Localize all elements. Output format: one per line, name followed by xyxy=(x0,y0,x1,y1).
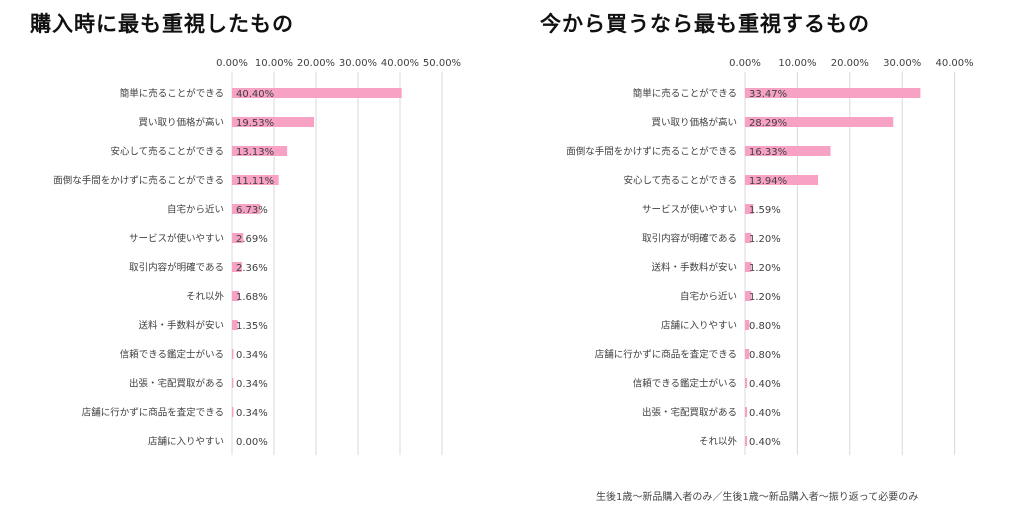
left-category-label: 簡単に売ることができる xyxy=(120,88,224,100)
chart-title-right: 今から買うなら最も重視するもの xyxy=(540,12,870,36)
right-category-label: 自宅から近い xyxy=(680,291,737,303)
left-bar xyxy=(232,291,240,301)
chart-title-left: 購入時に最も重視したもの xyxy=(30,12,294,36)
left-data-label: 6.73% xyxy=(236,205,268,216)
right-data-label: 0.40% xyxy=(749,408,781,419)
right-category-label: 面倒な手間をかけずに売ることができる xyxy=(566,146,737,158)
right-data-label: 33.47% xyxy=(749,89,787,100)
left-bar xyxy=(232,204,261,214)
left-bar xyxy=(232,320,238,330)
right-data-label: 0.80% xyxy=(749,350,781,361)
left-bar xyxy=(232,233,244,243)
left-data-label: 1.68% xyxy=(236,292,268,303)
left-tick-label: 20.00% xyxy=(297,58,335,69)
right-category-label: 買い取り価格が高い xyxy=(651,117,737,129)
left-category-label: 信頼できる鑑定士がいる xyxy=(120,349,224,361)
left-data-label: 2.69% xyxy=(236,234,268,245)
right-bar xyxy=(745,349,750,359)
left-bar xyxy=(232,378,234,388)
right-data-label: 28.29% xyxy=(749,118,787,129)
right-tick-label: 30.00% xyxy=(883,58,921,69)
left-bar xyxy=(232,117,315,127)
right-data-label: 1.20% xyxy=(749,234,781,245)
right-bar xyxy=(745,204,754,214)
right-category-label: 取引内容が明確である xyxy=(642,233,737,245)
left-bar xyxy=(232,88,402,98)
right-tick-label: 20.00% xyxy=(831,58,869,69)
right-category-label: それ以外 xyxy=(699,436,738,448)
right-category-label: 安心して売ることができる xyxy=(623,175,737,187)
left-data-label: 19.53% xyxy=(236,118,274,129)
left-data-label: 2.36% xyxy=(236,263,268,274)
left-data-label: 11.11% xyxy=(236,176,274,187)
left-data-label: 0.00% xyxy=(236,437,268,448)
left-category-label: 取引内容が明確である xyxy=(129,262,224,274)
bar-chart-right: 0.00% 10.00% 20.00% 30.00% 40.00% 簡単に売ることができる… xyxy=(566,58,974,455)
left-tick-label: 40.00% xyxy=(381,58,419,69)
left-data-label: 40.40% xyxy=(236,89,274,100)
right-tick-label: 40.00% xyxy=(936,58,974,69)
left-category-label: 自宅から近い xyxy=(167,204,224,216)
left-tick-label: 30.00% xyxy=(339,58,377,69)
right-category-label: 信頼できる鑑定士がいる xyxy=(633,378,737,390)
right-bar xyxy=(745,88,921,98)
left-category-label: それ以外 xyxy=(186,291,225,303)
left-category-label: 店舗に入りやすい xyxy=(148,436,224,448)
left-data-label: 0.34% xyxy=(236,350,268,361)
right-tick-label: 0.00% xyxy=(729,58,761,69)
right-category-label: 出張・宅配買取がある xyxy=(642,407,737,419)
footnote: 生後1歳〜新品購入者のみ／生後1歳〜新品購入者〜振り返って必要のみ xyxy=(596,492,919,503)
bar-chart-left: 0.00% 10.00% 20.00% 30.00% 40.00% 50.00% 簡単に売る… xyxy=(53,58,461,455)
right-bar xyxy=(745,291,752,301)
left-category-label: 出張・宅配買取がある xyxy=(129,378,224,390)
right-data-label: 16.33% xyxy=(749,147,787,158)
right-bar xyxy=(745,117,894,127)
left-bar xyxy=(232,262,242,272)
right-category-label: 店舗に行かずに商品を査定できる xyxy=(595,349,737,361)
right-bar xyxy=(745,407,748,417)
left-category-label: 店舗に行かずに商品を査定できる xyxy=(82,407,224,419)
right-bar xyxy=(745,378,748,388)
right-bar xyxy=(745,320,750,330)
right-category-label: サービスが使いやすい xyxy=(642,204,737,216)
left-data-label: 1.35% xyxy=(236,321,268,332)
right-data-label: 0.40% xyxy=(749,379,781,390)
right-bar xyxy=(745,262,752,272)
left-tick-label: 10.00% xyxy=(255,58,293,69)
left-bar xyxy=(232,175,279,185)
right-data-label: 1.20% xyxy=(749,292,781,303)
right-category-label: 簡単に売ることができる xyxy=(633,88,737,100)
right-data-label: 1.59% xyxy=(749,205,781,216)
left-bar xyxy=(232,349,234,359)
left-category-label: 面倒な手間をかけずに売ることができる xyxy=(53,175,224,187)
left-category-label: 送料・手数料が安い xyxy=(138,320,224,332)
right-bar xyxy=(745,436,748,446)
left-category-label: サービスが使いやすい xyxy=(129,233,224,245)
right-category-label: 送料・手数料が安い xyxy=(651,262,737,274)
left-bar xyxy=(232,407,234,417)
right-bar xyxy=(745,146,831,156)
left-category-label: 買い取り価格が高い xyxy=(138,117,224,129)
left-data-label: 13.13% xyxy=(236,147,274,158)
right-data-label: 0.80% xyxy=(749,321,781,332)
right-data-label: 1.20% xyxy=(749,263,781,274)
left-category-label: 安心して売ることができる xyxy=(110,146,224,158)
left-tick-label: 0.00% xyxy=(216,58,248,69)
right-bar xyxy=(745,175,819,185)
left-data-label: 0.34% xyxy=(236,408,268,419)
left-bar xyxy=(232,146,288,156)
right-data-label: 13.94% xyxy=(749,176,787,187)
right-category-label: 店舗に入りやすい xyxy=(661,320,737,332)
right-bar xyxy=(745,233,752,243)
right-data-label: 0.40% xyxy=(749,437,781,448)
left-tick-label: 50.00% xyxy=(423,58,461,69)
right-tick-label: 10.00% xyxy=(778,58,816,69)
left-data-label: 0.34% xyxy=(236,379,268,390)
